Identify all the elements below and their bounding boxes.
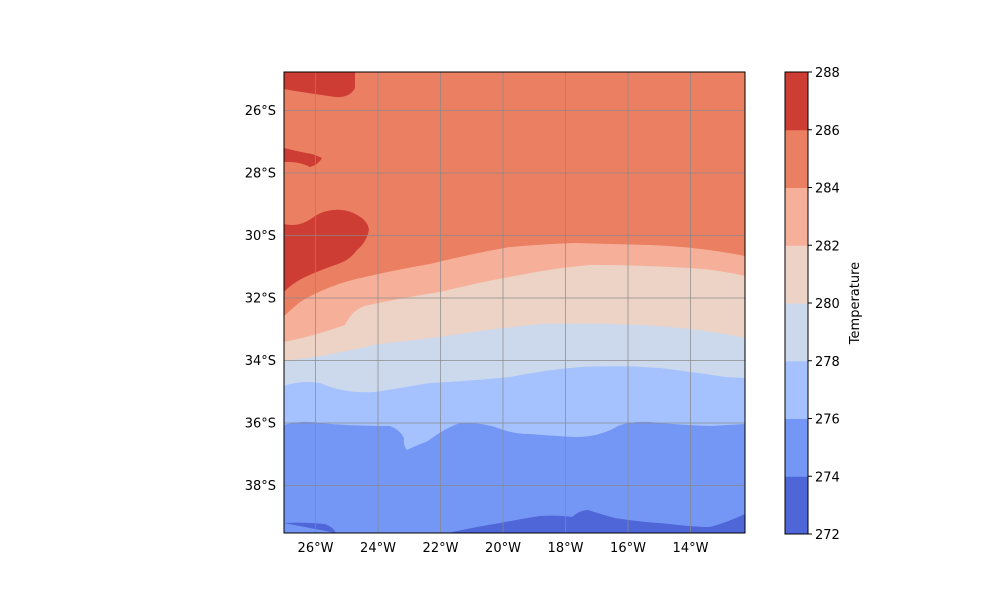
colorbar-tick-label: 272 [815,528,840,543]
map-frame [283,71,746,534]
x-tick-label: 20°W [485,541,521,556]
x-tick-label: 26°W [298,541,334,556]
colorbar-tick-label: 284 [815,182,840,197]
x-tick-label: 24°W [360,541,396,556]
x-tick-labels: 26°W 24°W 22°W 20°W 18°W 16°W 14°W [298,541,709,556]
colorbar-swatch [785,72,808,131]
contour-map [284,72,745,533]
x-tick-label: 16°W [610,541,646,556]
y-tick-label: 26°S [245,104,276,119]
y-tick-labels: 26°S 28°S 30°S 32°S 34°S 36°S 38°S [245,104,276,494]
colorbar-tick-label: 286 [815,124,840,139]
colorbar-swatch [785,303,808,362]
colorbar-tick-label: 280 [815,297,840,312]
gridlines [284,72,745,533]
colorbar-tick-label: 282 [815,239,840,254]
region-274-276 [284,421,745,533]
x-tick-label: 14°W [673,541,709,556]
region-286-288-patch-left [284,209,369,292]
region-286-288-patch-top [284,72,355,98]
region-272-274 [284,522,336,533]
colorbar-label: Temperature [848,262,863,345]
y-tick-label: 34°S [245,354,276,369]
colorbar-swatch [785,129,808,188]
y-tick-label: 30°S [245,229,276,244]
colorbar-swatch [785,418,808,477]
colorbar-swatch [785,360,808,419]
colorbar-tick-label: 288 [815,66,840,81]
colorbar-swatch [785,476,808,535]
colorbar-tick-label: 276 [815,413,840,428]
colorbar-swatch [785,187,808,246]
colorbar-tick-label: 274 [815,470,840,485]
colorbar-ticks: 272 274 276 278 280 282 284 286 288 [808,66,840,543]
y-tick-label: 36°S [245,417,276,432]
x-tick-label: 22°W [423,541,459,556]
colorbar [785,72,808,535]
y-tick-label: 38°S [245,479,276,494]
colorbar-swatch [785,245,808,304]
x-tick-label: 18°W [548,541,584,556]
region-286-288-patch-mid [284,148,322,167]
region-272-274-south [448,510,745,533]
y-tick-label: 28°S [245,167,276,182]
colorbar-tick-label: 278 [815,355,840,370]
y-tick-label: 32°S [245,292,276,307]
